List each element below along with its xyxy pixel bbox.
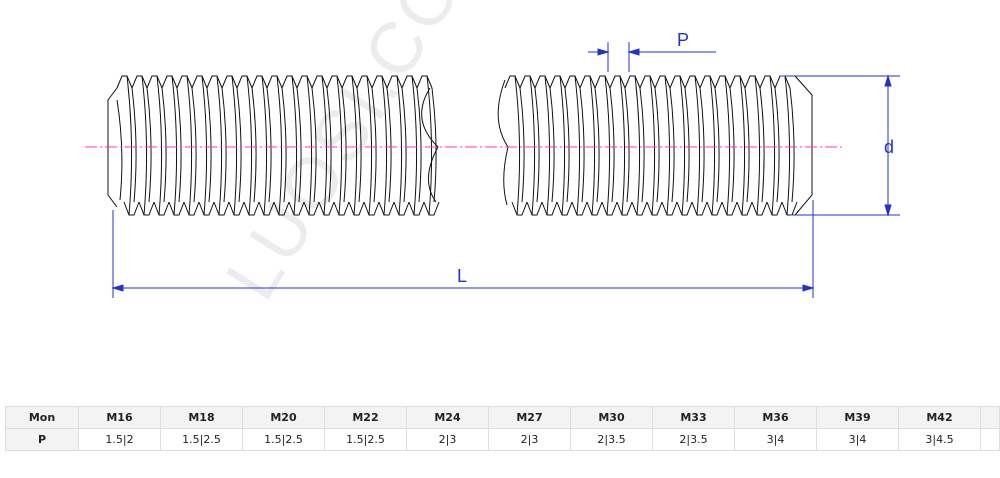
right-section-top-crests: [504, 75, 791, 89]
pitch-cell: 1.5|2.5: [324, 428, 407, 451]
table-row: P 1.5|2 1.5|2.5 1.5|2.5 1.5|2.5 2|3 2|3 2|3.5 2…: [5, 428, 1000, 451]
pitch-cell: 3|4.5: [898, 428, 981, 451]
pitch-cell: 3|4: [734, 428, 817, 451]
pitch-cell: 2|3.5: [652, 428, 735, 451]
left-section-top-crests: [116, 75, 433, 89]
pitch-cell: 3|4: [816, 428, 899, 451]
header-label: Mon: [5, 406, 79, 429]
size-cell: M42: [898, 406, 981, 429]
left-break: [421, 87, 439, 203]
length-label: L: [457, 266, 467, 286]
right-section-flanks: [514, 75, 795, 216]
size-cell: M18: [160, 406, 243, 429]
empty-cell: [980, 428, 1000, 451]
right-break: [497, 79, 509, 206]
right-section-bottom-crests: [511, 201, 798, 216]
pitch-label: P: [677, 30, 689, 50]
size-cell: M24: [406, 406, 489, 429]
size-cell: M16: [78, 406, 161, 429]
size-cell: M27: [488, 406, 571, 429]
pitch-cell: 1.5|2: [78, 428, 161, 451]
pitch-table: Mon M16 M18 M20 M22 M24 M27 M30 M33 M36 M39 M42 P …: [5, 406, 1000, 451]
left-section-bottom-crests: [123, 201, 440, 216]
pitch-cell: 1.5|2.5: [242, 428, 325, 451]
dimension-lines: [111, 42, 900, 298]
pitch-cell: 2|3.5: [570, 428, 653, 451]
threaded-rod-diagram: P d L: [85, 30, 900, 298]
pitch-cell: 2|3: [406, 428, 489, 451]
left-section-flanks: [126, 75, 437, 216]
size-cell: M22: [324, 406, 407, 429]
size-cell: M30: [570, 406, 653, 429]
pitch-cell: 2|3: [488, 428, 571, 451]
row-label: P: [5, 428, 79, 451]
empty-cell: [980, 406, 1000, 429]
thread-outline: [107, 75, 813, 216]
size-cell: M36: [734, 406, 817, 429]
size-cell: M39: [816, 406, 899, 429]
pitch-cell: 1.5|2.5: [160, 428, 243, 451]
size-cell: M20: [242, 406, 325, 429]
diameter-label: d: [884, 137, 894, 157]
table-header-row: Mon M16 M18 M20 M22 M24 M27 M30 M33 M36 M39 M42: [5, 406, 1000, 429]
right-chamfer: [794, 75, 813, 216]
size-cell: M33: [652, 406, 735, 429]
